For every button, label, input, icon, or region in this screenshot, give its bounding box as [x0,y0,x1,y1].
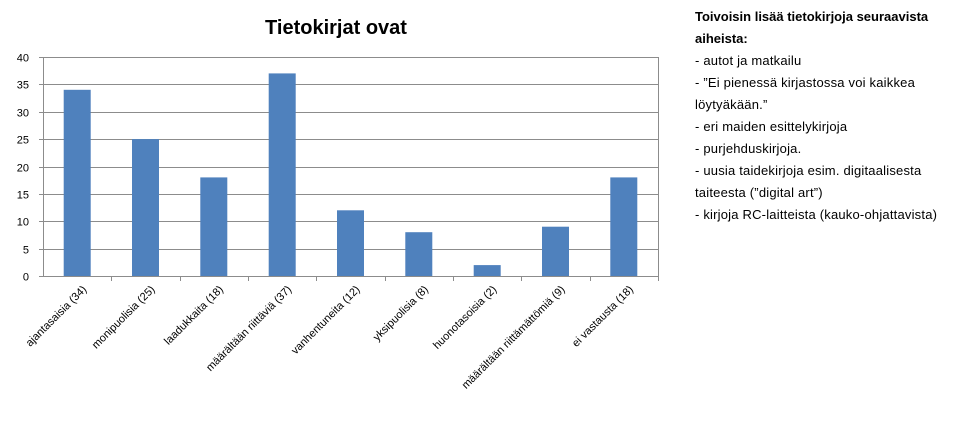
bar [132,139,159,276]
bar [473,265,501,276]
y-tick-label: 15 [17,190,29,202]
x-tick-label: vanhentuneita (12) [289,284,362,357]
comment-line: - purjehduskirjoja. [695,141,802,156]
comment-heading-line: aiheista: [695,31,748,46]
x-tick-label: ei vastausta (18) [570,284,636,350]
x-tick-label: ajantasaisia (34) [24,284,90,350]
comment-line: - autot ja matkailu [695,53,802,68]
axes [39,57,659,281]
y-tick-labels: 0 5 10 15 20 25 30 35 40 [17,53,29,284]
x-tick-label: yksipuolisia (8) [371,284,431,344]
y-tick-label: 0 [23,272,29,284]
y-tick-label: 40 [17,53,29,65]
y-tick-label: 20 [17,163,29,175]
bar [200,177,228,276]
bar [405,232,433,276]
bar [63,89,91,276]
comment-line: taiteesta (”digital art”) [695,185,823,200]
comment-line: löytyäkään.” [695,97,768,112]
chart-title: Tietokirjat ovat [265,17,407,39]
x-tick-label: huonotasoisia (2) [431,284,499,352]
bars [63,73,638,277]
y-tick-label: 10 [17,217,29,229]
bar [610,177,638,276]
y-tick-label: 25 [17,135,29,147]
y-tick-label: 35 [17,80,29,92]
comment-line: - kirjoja RC-laitteista (kauko-ohjattavi… [695,207,938,222]
bar-chart: Tietokirjat ovat 0 5 10 15 20 25 30 35 40 ajanta… [17,17,659,392]
bar [268,73,296,277]
comment-box: Toivoisin lisää tietokirjoja seuraavista… [695,6,957,226]
comment-heading-line: Toivoisin lisää tietokirjoja seuraavista [695,9,929,24]
y-tick-label: 5 [23,245,29,257]
comment-line: - eri maiden esittelykirjoja [695,119,848,134]
comment-line: - uusia taidekirjoja esim. digitaalisest… [695,163,922,178]
x-tick-label: monipuolisia (25) [90,284,158,352]
y-tick-label: 30 [17,108,29,120]
bar [542,226,569,276]
x-tick-labels: ajantasaisia (34) monipuolisia (25) laaduk… [24,284,636,392]
comment-line: - ”Ei pienessä kirjastossa voi kaikkea [695,75,916,90]
x-tick-label: laadukkaita (18) [162,284,226,348]
bar [337,210,364,276]
